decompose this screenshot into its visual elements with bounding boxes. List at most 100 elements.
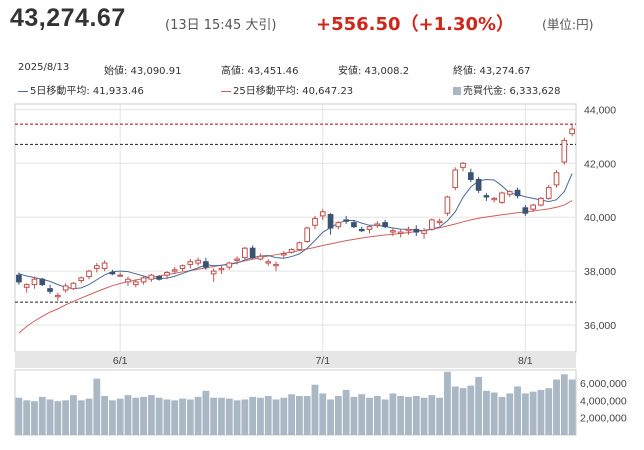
candle-body [125,278,131,283]
candle-body [413,228,420,233]
candle-body [16,274,22,283]
y-tick-label: 38,000 [584,266,616,278]
volume-bar [560,374,568,435]
ma25-line [18,200,573,334]
volume-bar [70,395,77,435]
volume-bar [31,401,38,435]
candle-body [203,261,209,268]
volume-bar [225,398,233,435]
stat-ma5: 5日移動平均: 41,933.46 [30,86,144,97]
volume-bar [444,371,451,435]
candle-body [366,226,373,230]
volume-bar [545,388,553,435]
legend-ma5: 5日移動平均: 41,933.46 [18,82,144,97]
y-tick-label: 42,000 [584,158,616,170]
price-axis: 44,000 42,000 40,000 38,000 36,000 [584,104,616,332]
y-tick-label: 44,000 [584,104,616,116]
candle-body [553,172,560,186]
volume-bar [264,396,272,435]
x-tick-label: 8/1 [518,355,533,367]
candle-body [358,228,365,232]
candle-body [421,230,427,234]
volume-bar [381,399,389,435]
candle-body [265,261,272,264]
volume-bar [77,400,85,435]
stat-low: 安値: 43,008.2 [338,66,410,77]
candle-body [179,265,186,269]
candle-body [561,139,568,163]
volume-bar [163,399,171,435]
candle-body [452,169,459,189]
volume-bar [288,394,295,435]
price-panel [14,103,577,353]
candle-body [312,218,318,226]
candle-body [242,247,248,259]
volume-bar [109,400,116,435]
stat-high: 高値: 43,451.46 [221,66,299,77]
volume-bar [537,389,545,435]
candle-body [351,222,357,228]
volume-bar [412,396,420,435]
stat-ma25: 25日移動平均: 40,647.23 [233,86,354,97]
candle-body [132,281,139,286]
volume-bar [334,396,342,435]
volume-bar [467,385,475,435]
volume-bar [218,397,225,435]
stat-open: 始値: 43,090.91 [104,66,182,77]
date-axis: 6/1 7/1 8/1 [113,355,533,367]
volume-bar [132,397,140,435]
y-tick-label: 40,000 [584,212,616,224]
candle-body [397,231,404,234]
candle-body [296,242,303,251]
candle-body [78,277,85,282]
volume-tick-label: 4,000,000 [580,395,627,407]
candle-body [86,270,92,278]
candle-body [499,192,505,203]
volume-bar [553,379,560,435]
current-price: 43,274.67 [10,4,126,32]
candle-body [70,282,77,290]
volume-bar [179,398,186,435]
candle-body [140,277,147,283]
candle-body [187,261,194,265]
volume-bar [350,396,358,435]
volume-bar [249,396,257,435]
timestamp: (13日 15:45 大引) [165,18,277,33]
legend-ma25: 25日移動平均: 40,647.23 [221,82,353,97]
volume-bar [490,392,498,435]
candle-body [195,259,201,264]
candle-body [109,271,116,275]
x-tick-label: 7/1 [315,355,330,367]
volume-bar [358,394,366,435]
volume-bar [210,397,218,435]
candle-body [226,262,233,268]
volume-bar [147,395,155,435]
volume-bar [93,378,101,435]
volume-bar [202,390,210,435]
volume-bar [272,399,280,435]
candle-body [148,274,155,280]
candle-body [405,228,412,232]
volume-bars [15,371,576,435]
volume-bar [366,397,373,435]
reference-lines [15,123,576,303]
volume-bar [23,400,31,435]
candle-body [273,263,279,267]
volume-bar [420,397,428,435]
candle-body [374,223,381,226]
candle-body [257,255,264,260]
candle-body [164,271,170,276]
candle-body [569,128,575,135]
candle-body [491,197,498,201]
volume-bar [233,400,241,435]
volume-bar [38,396,46,435]
unit-label: (単位:円) [542,17,594,32]
volume-axis: 6,000,000 4,000,000 2,000,000 [580,378,627,425]
candle-body [171,269,178,272]
volume-bar [241,399,249,435]
volume-bar [311,384,319,435]
candle-body [234,258,240,261]
volume-bar [405,396,412,435]
candle-body [55,294,61,298]
volume-bar [116,398,124,435]
